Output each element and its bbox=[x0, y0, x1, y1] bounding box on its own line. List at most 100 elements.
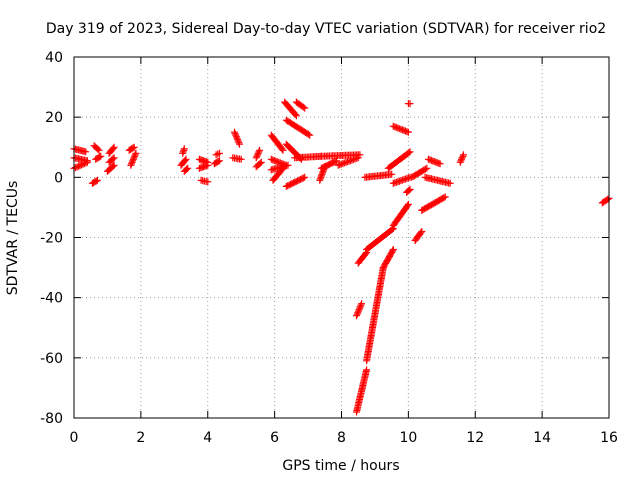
axis-ticks bbox=[73, 56, 610, 419]
x-tick-label: 10 bbox=[399, 430, 417, 446]
x-axis-label: GPS time / hours bbox=[282, 458, 399, 474]
data-point bbox=[129, 144, 137, 152]
data-point bbox=[417, 229, 425, 237]
data-point bbox=[93, 176, 101, 184]
y-tick-label: -20 bbox=[40, 231, 63, 247]
data-point bbox=[94, 145, 102, 153]
data-point bbox=[389, 246, 397, 253]
data-point bbox=[131, 151, 139, 159]
y-tick-label: -80 bbox=[40, 411, 63, 427]
data-point bbox=[404, 128, 412, 136]
y-tick-label: 20 bbox=[45, 110, 63, 126]
data-point bbox=[389, 122, 397, 130]
data-point bbox=[354, 307, 362, 315]
data-point bbox=[456, 158, 464, 166]
data-point bbox=[212, 151, 220, 159]
data-point bbox=[362, 250, 369, 258]
data-point bbox=[441, 193, 449, 201]
data-point bbox=[440, 194, 448, 202]
data-point bbox=[284, 161, 292, 169]
data-point bbox=[130, 143, 138, 151]
data-point bbox=[388, 170, 396, 178]
data-point bbox=[406, 100, 414, 108]
data-point bbox=[404, 200, 412, 208]
data-point bbox=[418, 228, 426, 235]
data-point bbox=[214, 150, 222, 158]
data-point bbox=[79, 160, 87, 168]
data-point bbox=[253, 152, 261, 160]
data-point bbox=[358, 300, 366, 308]
x-tick-label: 2 bbox=[136, 430, 145, 446]
data-point bbox=[292, 112, 300, 120]
data-point bbox=[216, 149, 223, 157]
x-tick-labels: 0 2 4 6 8 10 12 14 16 bbox=[70, 430, 618, 446]
data-point bbox=[77, 161, 85, 169]
data-point bbox=[306, 131, 314, 139]
data-point bbox=[279, 146, 287, 154]
data-point bbox=[110, 143, 118, 151]
chart-title: Day 319 of 2023, Sidereal Day-to-day VTE… bbox=[46, 21, 606, 37]
data-point bbox=[388, 226, 396, 233]
data-point bbox=[299, 174, 307, 182]
data-point bbox=[304, 130, 312, 138]
data-point bbox=[204, 178, 212, 186]
data-point bbox=[405, 186, 413, 194]
data-point bbox=[109, 145, 117, 152]
data-points bbox=[70, 98, 613, 416]
data-point bbox=[406, 148, 414, 156]
data-point bbox=[458, 154, 466, 162]
data-point bbox=[356, 151, 364, 159]
data-point bbox=[357, 301, 365, 309]
data-point bbox=[403, 202, 411, 210]
data-point bbox=[299, 103, 307, 111]
data-point bbox=[132, 149, 140, 157]
data-point bbox=[214, 158, 222, 165]
data-point bbox=[182, 155, 190, 163]
x-tick-label: 12 bbox=[466, 430, 484, 446]
grid-lines bbox=[74, 57, 609, 418]
data-point bbox=[92, 177, 100, 185]
data-point bbox=[82, 159, 90, 167]
data-point bbox=[254, 149, 262, 157]
x-tick-label: 14 bbox=[533, 430, 551, 446]
data-point bbox=[129, 157, 137, 165]
data-point bbox=[278, 145, 286, 153]
data-point bbox=[446, 179, 454, 187]
y-tick-label: -40 bbox=[40, 291, 63, 307]
data-point bbox=[423, 164, 431, 172]
data-point bbox=[363, 366, 371, 374]
data-point bbox=[301, 104, 309, 112]
y-tick-label: 0 bbox=[54, 170, 63, 186]
data-point bbox=[184, 164, 192, 172]
data-point bbox=[183, 165, 191, 173]
data-point bbox=[180, 145, 188, 153]
y-tick-label: 40 bbox=[45, 50, 63, 66]
data-point bbox=[110, 154, 118, 162]
data-point bbox=[127, 161, 135, 169]
data-point bbox=[109, 155, 117, 163]
data-point bbox=[181, 157, 189, 164]
data-point bbox=[109, 162, 117, 170]
data-point bbox=[353, 312, 360, 320]
x-tick-label: 4 bbox=[203, 430, 212, 446]
data-point bbox=[256, 146, 264, 154]
data-point bbox=[97, 152, 105, 160]
data-point bbox=[236, 140, 243, 148]
data-point bbox=[460, 151, 467, 159]
data-point bbox=[278, 166, 286, 173]
data-point bbox=[110, 161, 118, 169]
data-point bbox=[421, 165, 429, 173]
data-point bbox=[234, 136, 242, 144]
data-point bbox=[95, 146, 103, 154]
data-point bbox=[604, 195, 612, 203]
y-axis-label: SDTVAR / TECUs bbox=[5, 181, 21, 296]
data-point bbox=[389, 247, 397, 255]
x-tick-label: 0 bbox=[70, 430, 79, 446]
y-tick-label: -60 bbox=[40, 351, 63, 367]
data-point bbox=[256, 159, 264, 167]
data-point bbox=[96, 153, 103, 161]
data-point bbox=[257, 158, 265, 166]
data-point bbox=[301, 173, 309, 181]
x-tick-label: 6 bbox=[270, 430, 279, 446]
